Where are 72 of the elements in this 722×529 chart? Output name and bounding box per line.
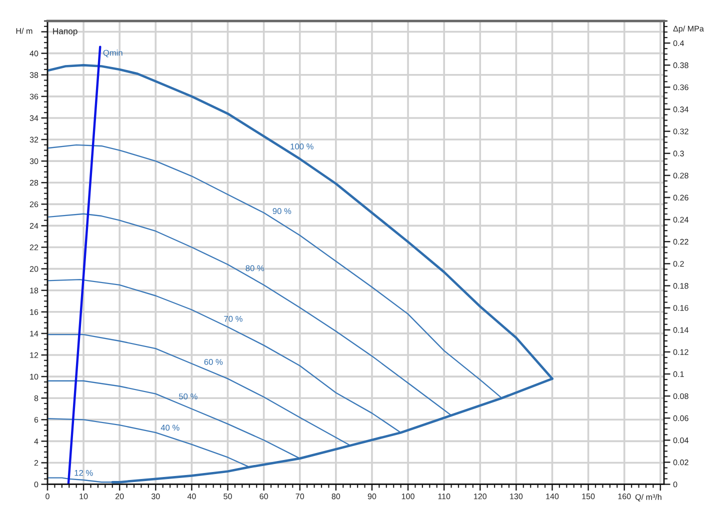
y2-tick-label: 0.12 bbox=[673, 349, 688, 355]
x-tick-label: 30 bbox=[151, 494, 160, 500]
x-tick-label: 80 bbox=[332, 494, 340, 500]
x-tick-label: 10 bbox=[80, 494, 88, 500]
series-label: Qmin bbox=[103, 50, 122, 58]
y2-tick-label: 0.32 bbox=[673, 128, 688, 134]
x-tick-label: 130 bbox=[510, 494, 523, 500]
y2-tick-label: 0.34 bbox=[673, 106, 688, 112]
x-tick-label: 0 bbox=[46, 494, 50, 500]
y-tick-label: 18 bbox=[30, 288, 38, 294]
x-tick-label: 110 bbox=[438, 494, 450, 500]
x-tick-label: 20 bbox=[116, 494, 124, 500]
y2-tick-label: 0.16 bbox=[673, 305, 688, 311]
annotation: 40 % bbox=[160, 424, 180, 431]
y2-tick-label: 0.24 bbox=[673, 216, 688, 223]
y-tick-label: 20 bbox=[30, 266, 38, 272]
y2-tick-label: 0.18 bbox=[673, 283, 688, 289]
y-tick-label: 38 bbox=[30, 72, 38, 78]
x-tick-label: 70 bbox=[296, 494, 304, 500]
y2-tick-label: 0.4 bbox=[673, 40, 684, 46]
y-tick-label: 16 bbox=[30, 309, 38, 315]
y2-tick-label: 0.14 bbox=[673, 327, 688, 333]
y-tick-label: 8 bbox=[34, 395, 38, 402]
annotation: 60 % bbox=[204, 359, 223, 365]
y2-tick-label: 0 bbox=[673, 482, 678, 488]
x-tick-label: 40 bbox=[187, 494, 196, 500]
y-axis-title: H/ m bbox=[16, 28, 32, 34]
y-tick-label: 40 bbox=[30, 50, 38, 56]
y2-tick-label: 0.36 bbox=[673, 84, 688, 90]
y-tick-label: 22 bbox=[30, 244, 38, 250]
x-tick-label: 120 bbox=[474, 494, 487, 500]
y2-tick-label: 0.22 bbox=[673, 238, 688, 245]
y2-tick-label: 0.26 bbox=[673, 194, 688, 200]
y-tick-label: 24 bbox=[30, 223, 38, 229]
annotation: 50 % bbox=[179, 393, 198, 400]
y-tick-label: 28 bbox=[30, 180, 38, 186]
y2-tick-label: 0.02 bbox=[673, 460, 688, 466]
y2-tick-label: 0.2 bbox=[673, 260, 684, 267]
x-tick-label: 160 bbox=[618, 494, 631, 500]
y-tick-label: 34 bbox=[30, 115, 38, 121]
y-tick-label: 2 bbox=[34, 460, 38, 466]
x-tick-label: 140 bbox=[546, 494, 559, 500]
y-tick-label: 36 bbox=[30, 94, 38, 100]
x-tick-label: 90 bbox=[368, 494, 376, 500]
y2-axis-title: Δp/ MPa bbox=[673, 26, 704, 34]
y-tick-label: 6 bbox=[34, 416, 38, 423]
annotation: 90 % bbox=[272, 208, 292, 214]
y-tick-label: 14 bbox=[30, 330, 38, 336]
y-tick-label: 0 bbox=[34, 482, 38, 488]
annotation: 80 % bbox=[246, 265, 264, 272]
text: Напор bbox=[53, 28, 78, 36]
x-tick-label: 150 bbox=[582, 494, 595, 500]
y-tick-label: 12 bbox=[30, 352, 38, 358]
x-tick-label: 50 bbox=[224, 494, 232, 500]
y2-tick-label: 0.3 bbox=[673, 150, 684, 156]
y2-tick-label: 0.06 bbox=[673, 415, 688, 422]
annotation: 12 % bbox=[74, 470, 93, 476]
y-tick-label: 30 bbox=[30, 158, 38, 164]
annotation: 100 % bbox=[290, 144, 314, 150]
x-tick-label: 60 bbox=[260, 494, 268, 500]
annotation: 70 % bbox=[224, 316, 242, 322]
y-tick-label: 26 bbox=[30, 201, 38, 208]
y2-tick-label: 0.1 bbox=[673, 371, 684, 377]
y-tick-label: 4 bbox=[34, 438, 38, 444]
x-tick-label: 100 bbox=[402, 494, 414, 500]
y2-tick-label: 0.38 bbox=[673, 62, 688, 68]
y-tick-label: 32 bbox=[30, 136, 38, 143]
x-axis-title: Q/ m³/h bbox=[635, 494, 662, 502]
y-tick-label: 10 bbox=[30, 374, 38, 380]
y2-tick-label: 0.28 bbox=[673, 172, 688, 178]
y2-tick-label: 0.08 bbox=[673, 393, 688, 400]
y2-tick-label: 0.04 bbox=[673, 437, 688, 444]
